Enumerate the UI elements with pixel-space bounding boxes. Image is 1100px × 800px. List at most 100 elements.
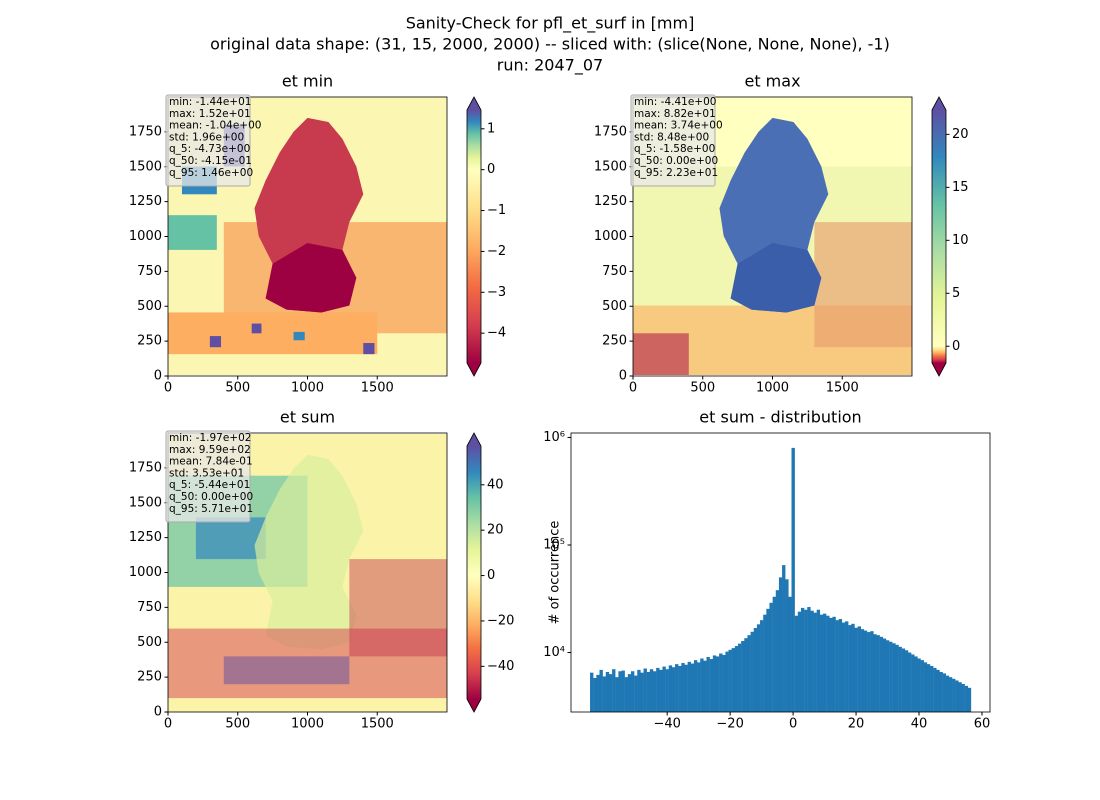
stats-text: std: 8.48e+00 <box>634 131 709 143</box>
histogram-bar <box>854 627 858 712</box>
histogram-bar <box>778 577 783 712</box>
histogram-bar <box>942 673 946 712</box>
histogram-bar <box>646 671 651 712</box>
histogram-bar <box>926 664 931 712</box>
histogram-bar <box>621 670 625 712</box>
stats-text: q_95: 1.46e+00 <box>169 167 253 179</box>
colorbar-tick-label: 40 <box>487 477 504 492</box>
colorbar-extend <box>467 699 481 712</box>
y-tick-label: 250 <box>137 670 162 685</box>
histogram-bar <box>690 663 695 712</box>
histogram-bar <box>835 620 839 712</box>
histogram-bar <box>668 665 673 712</box>
histogram-bar <box>671 667 676 712</box>
x-tick-label: 500 <box>225 717 250 732</box>
x-tick-label: 40 <box>911 717 928 732</box>
colorbar-extend <box>932 363 946 376</box>
y-tick-label: 500 <box>602 299 627 314</box>
colorbar-tick-label: 10 <box>952 233 969 248</box>
colorbar-tick-label: 0 <box>952 339 960 354</box>
y-tick-label: 500 <box>137 299 162 314</box>
histogram-bar <box>590 672 594 712</box>
histogram-bar <box>848 625 852 712</box>
x-tick-label: 1500 <box>361 717 394 732</box>
histogram-bar <box>838 619 843 712</box>
x-tick-label: 500 <box>690 381 715 396</box>
histogram-bar <box>747 635 751 712</box>
histogram-bar <box>810 610 814 712</box>
histogram-bar <box>911 654 915 712</box>
stats-text: mean: 7.84e-01 <box>169 456 253 468</box>
y-tick-label: 10⁶ <box>543 430 565 445</box>
histogram-bar <box>618 671 622 712</box>
stats-background <box>630 94 716 187</box>
y-tick-label: 1750 <box>594 124 627 139</box>
y-tick-label: 1500 <box>594 159 627 174</box>
histogram-bar <box>659 669 663 712</box>
y-tick-label: 1250 <box>594 194 627 209</box>
histogram-bar <box>832 616 836 712</box>
colorbar <box>467 110 481 363</box>
y-tick-label: 1500 <box>129 159 162 174</box>
y-tick-label: 1000 <box>594 229 627 244</box>
y-tick-label: 0 <box>154 369 162 384</box>
histogram-bar <box>889 641 893 712</box>
histogram-bar <box>873 634 877 712</box>
histogram-bar <box>791 447 795 712</box>
histogram-bar <box>653 671 657 712</box>
histogram-bar <box>596 674 600 712</box>
histogram-bar <box>961 683 965 712</box>
colorbar-frame <box>466 96 482 377</box>
stats-text: std: 1.96e+00 <box>169 131 244 143</box>
histogram-bar <box>731 648 736 712</box>
histogram-bar <box>706 656 710 712</box>
colorbar-tick-label: 15 <box>952 180 969 195</box>
histogram-bar <box>608 674 613 712</box>
stats-text: min: -4.41e+00 <box>634 96 716 108</box>
histogram-bar <box>851 623 855 712</box>
x-tick-label: 0 <box>629 381 637 396</box>
colorbar <box>932 110 946 363</box>
x-tick-label: 0 <box>789 717 797 732</box>
colorbar-tick-label: −40 <box>487 659 514 674</box>
histogram-bar <box>681 662 685 712</box>
histogram-bar <box>722 654 726 712</box>
histogram-bar <box>901 648 906 712</box>
histogram-bar <box>819 614 824 712</box>
x-tick-label: −20 <box>716 717 743 732</box>
histogram-bar <box>744 638 748 712</box>
histogram-bar <box>769 602 773 712</box>
colorbar-extend <box>467 363 481 376</box>
axes-title: et max <box>744 72 800 91</box>
y-tick-label: 10⁵ <box>543 537 565 552</box>
histogram-bar <box>958 682 962 712</box>
colorbar-tick-label: −4 <box>487 326 506 341</box>
axes-title: et min <box>282 72 333 91</box>
x-tick-label: 0 <box>164 717 172 732</box>
axes-title: et sum <box>280 408 335 427</box>
stats-text: max: 9.59e+02 <box>169 444 251 456</box>
stats-text: q_5: -4.73e+00 <box>169 143 250 155</box>
histogram-bar <box>816 609 821 712</box>
histogram-bar <box>914 656 918 712</box>
histogram-bar <box>634 675 638 712</box>
histogram-bar <box>656 667 660 712</box>
histogram-bar <box>725 651 729 712</box>
stats-text: mean: 3.74e+00 <box>634 120 723 132</box>
histogram-bar <box>952 678 956 712</box>
colorbar-tick-label: 1 <box>487 121 495 136</box>
histogram-bar <box>665 669 669 712</box>
histogram-bar <box>967 687 972 712</box>
x-tick-label: 500 <box>225 381 250 396</box>
y-tick-label: 1250 <box>129 194 162 209</box>
histogram-bar <box>775 590 780 712</box>
stats-text: q_50: -4.15e-01 <box>169 155 252 167</box>
histogram-bar <box>867 632 871 712</box>
histogram-bar <box>860 629 865 712</box>
axes-title: et sum - distribution <box>699 408 861 427</box>
histogram-bar <box>807 607 811 712</box>
stats-text: min: -1.97e+02 <box>169 432 251 444</box>
